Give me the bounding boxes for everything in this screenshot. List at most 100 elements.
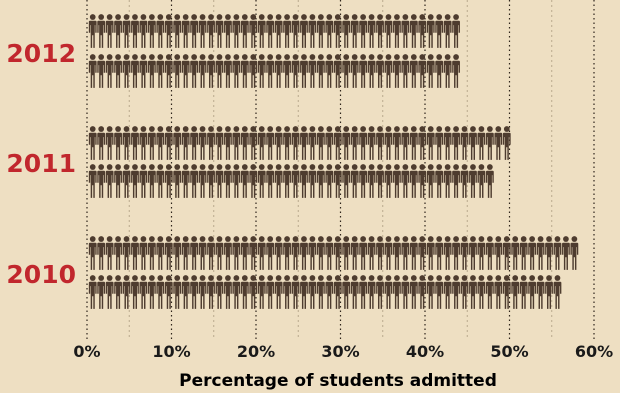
person-icon (443, 236, 452, 270)
person-icon (215, 164, 224, 198)
person-icon (283, 126, 291, 160)
person-icon (215, 14, 224, 48)
x-tick-label: 50% (490, 342, 528, 361)
person-icon (553, 236, 562, 270)
person-icon (240, 236, 249, 270)
person-icon (443, 164, 452, 198)
person-icon (452, 126, 460, 160)
x-tick-label: 0% (73, 342, 100, 361)
person-icon (359, 236, 368, 270)
person-icon (240, 54, 249, 88)
person-icon (350, 14, 359, 48)
person-icon (232, 54, 241, 88)
person-icon (342, 236, 351, 270)
person-icon (190, 54, 199, 88)
person-icon (97, 126, 106, 160)
person-icon (147, 126, 156, 160)
person-icon (350, 54, 359, 88)
person-icon (156, 14, 165, 48)
person-icon (367, 236, 376, 270)
person-icon (485, 164, 494, 198)
person-icon (164, 164, 173, 198)
person-icon (283, 164, 291, 198)
person-icon (122, 54, 131, 88)
person-icon (401, 236, 410, 270)
person-icon (97, 275, 106, 309)
person-icon (207, 164, 215, 198)
category-label-2012: 2012 (6, 39, 76, 68)
person-icon (147, 54, 156, 88)
person-icon (198, 275, 207, 309)
person-icon (139, 126, 148, 160)
person-icon (240, 275, 249, 309)
person-icon (190, 164, 199, 198)
person-icon (536, 236, 545, 270)
person-icon (224, 14, 232, 48)
person-icon (308, 275, 317, 309)
person-icon (409, 54, 418, 88)
person-icon (300, 126, 308, 160)
person-icon (147, 275, 156, 309)
person-icon (300, 54, 308, 88)
person-icon (131, 14, 139, 48)
person-icon (181, 164, 190, 198)
person-icon (232, 14, 241, 48)
person-icon (316, 164, 325, 198)
person-icon (562, 236, 570, 270)
x-tick-label: 60% (575, 342, 613, 361)
person-icon (300, 275, 308, 309)
person-icon (359, 54, 368, 88)
category-label-2011: 2011 (6, 149, 76, 178)
person-icon (97, 164, 106, 198)
person-icon (485, 126, 494, 160)
person-icon (274, 275, 283, 309)
person-icon (316, 54, 325, 88)
person-icon (435, 236, 444, 270)
person-icon (274, 164, 283, 198)
person-icon (164, 236, 173, 270)
person-icon (502, 236, 511, 270)
person-icon (536, 275, 545, 309)
person-icon (342, 126, 351, 160)
person-icon (291, 54, 300, 88)
person-icon (114, 164, 122, 198)
person-icon (181, 275, 190, 309)
person-icon (232, 164, 241, 198)
person-icon (147, 236, 156, 270)
person-icon (173, 236, 182, 270)
person-icon (325, 164, 334, 198)
person-icon (198, 164, 207, 198)
person-icon (333, 164, 342, 198)
person-icon (308, 236, 317, 270)
person-icon (190, 14, 199, 48)
person-icon (401, 14, 410, 48)
person-icon (477, 126, 486, 160)
person-icon (426, 236, 435, 270)
person-icon (308, 54, 317, 88)
person-icon (88, 14, 97, 48)
person-icon (240, 164, 249, 198)
person-icon (207, 54, 215, 88)
person-icon (333, 236, 342, 270)
person-icon (198, 14, 207, 48)
person-icon (316, 14, 325, 48)
person-icon (249, 236, 258, 270)
person-icon (266, 275, 275, 309)
person-icon (452, 14, 460, 48)
person-icon (367, 126, 376, 160)
person-icon (426, 275, 435, 309)
person-icon (147, 14, 156, 48)
person-icon (308, 126, 317, 160)
person-icon (435, 54, 444, 88)
person-icon (88, 164, 97, 198)
person-icon (198, 126, 207, 160)
person-icon (257, 54, 266, 88)
person-icon (409, 126, 418, 160)
person-icon (173, 164, 182, 198)
person-icon (528, 236, 537, 270)
person-icon (114, 54, 122, 88)
person-icon (224, 164, 232, 198)
person-icon (393, 14, 401, 48)
person-icon (156, 126, 165, 160)
person-icon (409, 14, 418, 48)
